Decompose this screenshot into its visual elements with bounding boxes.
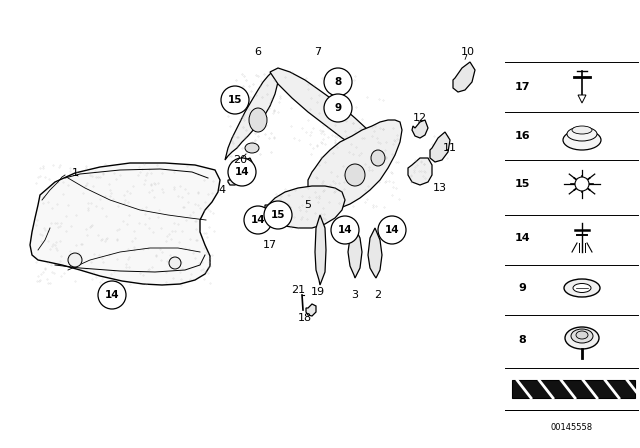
- Text: 10: 10: [461, 47, 475, 57]
- Ellipse shape: [572, 126, 592, 134]
- Text: 15: 15: [228, 95, 243, 105]
- Text: 17: 17: [515, 82, 530, 92]
- Ellipse shape: [571, 329, 593, 343]
- Polygon shape: [308, 120, 402, 210]
- Ellipse shape: [565, 327, 599, 349]
- Text: 9: 9: [335, 103, 342, 113]
- Circle shape: [244, 206, 272, 234]
- Polygon shape: [265, 186, 345, 228]
- Text: 15: 15: [271, 210, 285, 220]
- Polygon shape: [412, 120, 428, 138]
- Text: 7: 7: [314, 47, 321, 57]
- Text: 1: 1: [72, 168, 79, 178]
- Ellipse shape: [564, 279, 600, 297]
- Text: 5: 5: [305, 200, 312, 210]
- Text: 15: 15: [515, 179, 530, 189]
- Text: 19: 19: [311, 287, 325, 297]
- Text: 00145558: 00145558: [551, 423, 593, 432]
- Ellipse shape: [576, 331, 588, 339]
- Polygon shape: [578, 95, 586, 103]
- Polygon shape: [408, 158, 432, 185]
- Text: 16: 16: [514, 131, 530, 141]
- Text: 8: 8: [518, 335, 526, 345]
- Text: 14: 14: [235, 167, 250, 177]
- Polygon shape: [430, 132, 450, 162]
- Circle shape: [98, 281, 126, 309]
- Text: 8: 8: [334, 77, 342, 87]
- Circle shape: [331, 216, 359, 244]
- Text: 14: 14: [385, 225, 399, 235]
- Text: 14: 14: [514, 233, 530, 243]
- Text: 3: 3: [351, 290, 358, 300]
- Text: 17: 17: [263, 240, 277, 250]
- Polygon shape: [270, 68, 388, 160]
- Polygon shape: [228, 158, 252, 185]
- Text: 14: 14: [251, 215, 266, 225]
- Circle shape: [68, 253, 82, 267]
- Ellipse shape: [563, 130, 601, 150]
- Circle shape: [169, 257, 181, 269]
- Ellipse shape: [245, 143, 259, 153]
- Text: 18: 18: [298, 313, 312, 323]
- Polygon shape: [225, 70, 278, 160]
- Text: 14: 14: [338, 225, 352, 235]
- Polygon shape: [512, 380, 635, 398]
- Polygon shape: [315, 215, 326, 285]
- Text: 4: 4: [218, 185, 225, 195]
- Ellipse shape: [371, 150, 385, 166]
- Circle shape: [378, 216, 406, 244]
- Circle shape: [221, 86, 249, 114]
- Polygon shape: [348, 228, 362, 278]
- Polygon shape: [453, 62, 475, 92]
- Circle shape: [324, 68, 352, 96]
- Ellipse shape: [249, 108, 267, 132]
- Text: 13: 13: [433, 183, 447, 193]
- Text: 14: 14: [105, 290, 119, 300]
- Polygon shape: [368, 228, 382, 278]
- Ellipse shape: [567, 127, 597, 141]
- Text: 21: 21: [291, 285, 305, 295]
- Circle shape: [228, 158, 256, 186]
- Text: 12: 12: [413, 113, 427, 123]
- Text: 20: 20: [233, 155, 247, 165]
- Ellipse shape: [345, 164, 365, 186]
- Circle shape: [324, 94, 352, 122]
- Circle shape: [264, 201, 292, 229]
- Ellipse shape: [573, 284, 591, 293]
- Text: 6: 6: [255, 47, 262, 57]
- Polygon shape: [306, 304, 316, 316]
- Circle shape: [575, 177, 589, 191]
- Polygon shape: [30, 163, 220, 285]
- Text: 11: 11: [443, 143, 457, 153]
- Text: 2: 2: [374, 290, 381, 300]
- Text: 9: 9: [518, 283, 526, 293]
